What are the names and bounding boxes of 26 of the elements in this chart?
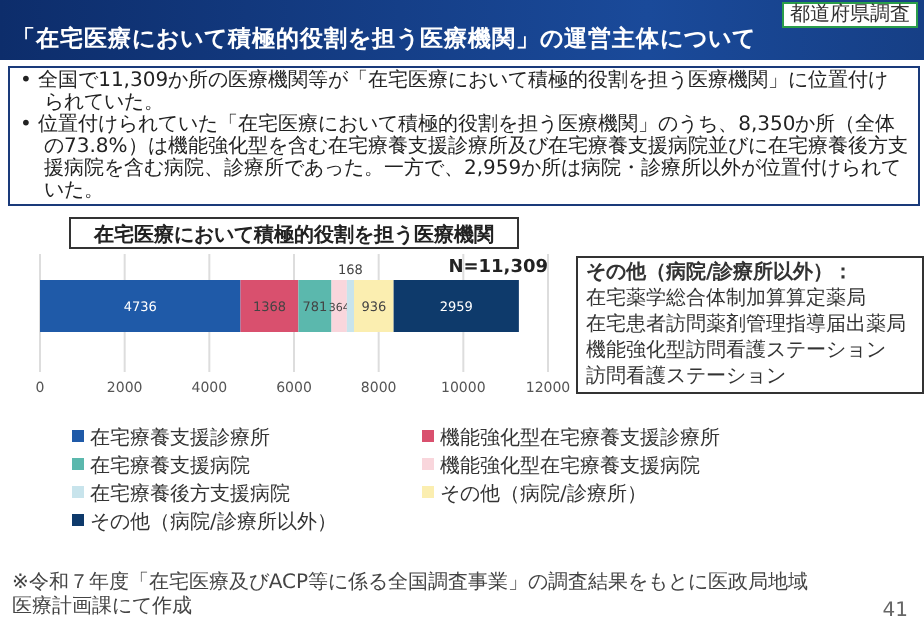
chart-subtitle: 在宅医療において積極的役割を担う医療機関	[92, 223, 494, 247]
legend-label: その他（病院/診療所以外）	[90, 510, 337, 534]
legend-label: その他（病院/診療所）	[440, 482, 647, 506]
text: その他（病院/診療所以外）：	[586, 260, 856, 286]
text: 在宅薬学総合体制加算算定薬局	[586, 286, 868, 312]
chart-title: 「在宅医療において積極的役割を担う医療機関」の運営主体について	[12, 24, 756, 54]
text: ※令和７年度「在宅医療及びACP等に係る全国調査事業」の調査結果をもとに医政局地域医療計画課にて作成	[12, 572, 811, 620]
bar	[40, 280, 241, 332]
bar	[393, 280, 519, 332]
legend-label: 在宅療養支援病院	[90, 454, 250, 478]
text: 在宅患者訪問薬剤管理指導届出薬局	[586, 312, 908, 338]
bar	[240, 280, 299, 332]
text: • 全国で11,309か所の医療機関等が「在宅医療において積極的役割を担う医療機関」に位置付けられていた。	[20, 70, 891, 114]
legend-label: 機能強化型在宅療養支援病院	[440, 454, 700, 478]
text: 訪問看護ステーション	[586, 364, 788, 390]
text: 都道府県調査	[782, 2, 918, 28]
bar	[298, 280, 332, 332]
legend-label: 在宅療養後方支援病院	[90, 482, 290, 506]
bar	[353, 280, 394, 332]
annotation: N=11,309	[448, 258, 548, 278]
text: 機能強化型訪問看護ステーション	[586, 338, 888, 364]
text: 41	[882, 600, 908, 622]
legend-label: 在宅療養支援診療所	[90, 426, 270, 450]
legend-label: 機能強化型在宅療養支援診療所	[440, 426, 720, 450]
bar	[346, 280, 354, 332]
text: • 位置付けられていた「在宅医療において積極的役割を担う医療機関」のうち、8,350か所（全体の73.8%）は機能強化型を含む在宅療養支援診療所及び在宅療養支援病院並びに在宅療養後方支援病院を含む病院、診療所であった。一方で、2,959か所は病院・診療所以外が位置付けられていた。	[20, 114, 908, 202]
